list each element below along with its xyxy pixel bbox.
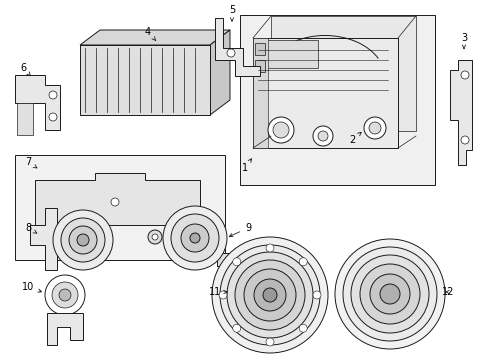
Circle shape	[226, 252, 312, 338]
Bar	[254, 60, 264, 72]
Circle shape	[460, 71, 468, 79]
Bar	[252, 38, 267, 148]
Polygon shape	[17, 103, 33, 135]
Bar	[270, 16, 415, 131]
Circle shape	[69, 226, 97, 254]
Circle shape	[263, 288, 276, 302]
Polygon shape	[215, 18, 260, 76]
Polygon shape	[449, 60, 471, 165]
Bar	[254, 43, 264, 55]
Bar	[263, 40, 317, 68]
Circle shape	[45, 275, 85, 315]
Circle shape	[219, 291, 226, 299]
Polygon shape	[47, 313, 83, 345]
Text: 4: 4	[144, 27, 156, 41]
Text: 3: 3	[460, 33, 466, 49]
Circle shape	[359, 264, 419, 324]
Bar	[252, 38, 397, 148]
Circle shape	[212, 237, 327, 353]
Circle shape	[220, 245, 319, 345]
Polygon shape	[30, 208, 57, 270]
Text: 2: 2	[348, 132, 361, 145]
Circle shape	[299, 324, 306, 332]
Polygon shape	[217, 253, 249, 280]
Circle shape	[460, 136, 468, 144]
Circle shape	[299, 258, 306, 266]
Circle shape	[53, 210, 113, 270]
Circle shape	[342, 247, 436, 341]
Circle shape	[363, 117, 385, 139]
Circle shape	[369, 274, 409, 314]
Polygon shape	[209, 30, 229, 115]
Text: 11: 11	[208, 287, 227, 297]
Bar	[80, 45, 209, 115]
Circle shape	[59, 289, 71, 301]
Circle shape	[49, 91, 57, 99]
Circle shape	[61, 218, 105, 262]
Circle shape	[334, 239, 444, 349]
Circle shape	[226, 49, 235, 57]
Circle shape	[190, 233, 200, 243]
Text: 8: 8	[25, 223, 37, 233]
Circle shape	[163, 206, 226, 270]
Circle shape	[265, 338, 273, 346]
Circle shape	[181, 224, 208, 252]
Circle shape	[232, 258, 240, 266]
Circle shape	[235, 260, 305, 330]
Text: 6: 6	[20, 63, 31, 76]
Text: 12: 12	[441, 287, 453, 297]
Circle shape	[52, 282, 78, 308]
Circle shape	[77, 234, 89, 246]
Text: 5: 5	[228, 5, 235, 21]
Circle shape	[148, 230, 162, 244]
Text: 1: 1	[242, 159, 251, 173]
Circle shape	[49, 113, 57, 121]
Circle shape	[312, 126, 332, 146]
Polygon shape	[35, 173, 200, 225]
Circle shape	[265, 244, 273, 252]
Circle shape	[272, 122, 288, 138]
Polygon shape	[15, 75, 60, 130]
Circle shape	[317, 131, 327, 141]
Text: 7: 7	[25, 157, 37, 168]
Circle shape	[111, 198, 119, 206]
Text: 9: 9	[229, 223, 250, 237]
Text: 10: 10	[22, 282, 41, 292]
Circle shape	[312, 291, 320, 299]
Polygon shape	[80, 30, 229, 45]
Circle shape	[253, 279, 285, 311]
Circle shape	[232, 324, 240, 332]
Circle shape	[368, 122, 380, 134]
Circle shape	[244, 269, 295, 321]
Circle shape	[350, 255, 428, 333]
Bar	[15, 155, 224, 260]
Bar	[240, 15, 434, 185]
Circle shape	[379, 284, 399, 304]
Circle shape	[171, 214, 219, 262]
Circle shape	[152, 234, 158, 240]
Circle shape	[267, 117, 293, 143]
